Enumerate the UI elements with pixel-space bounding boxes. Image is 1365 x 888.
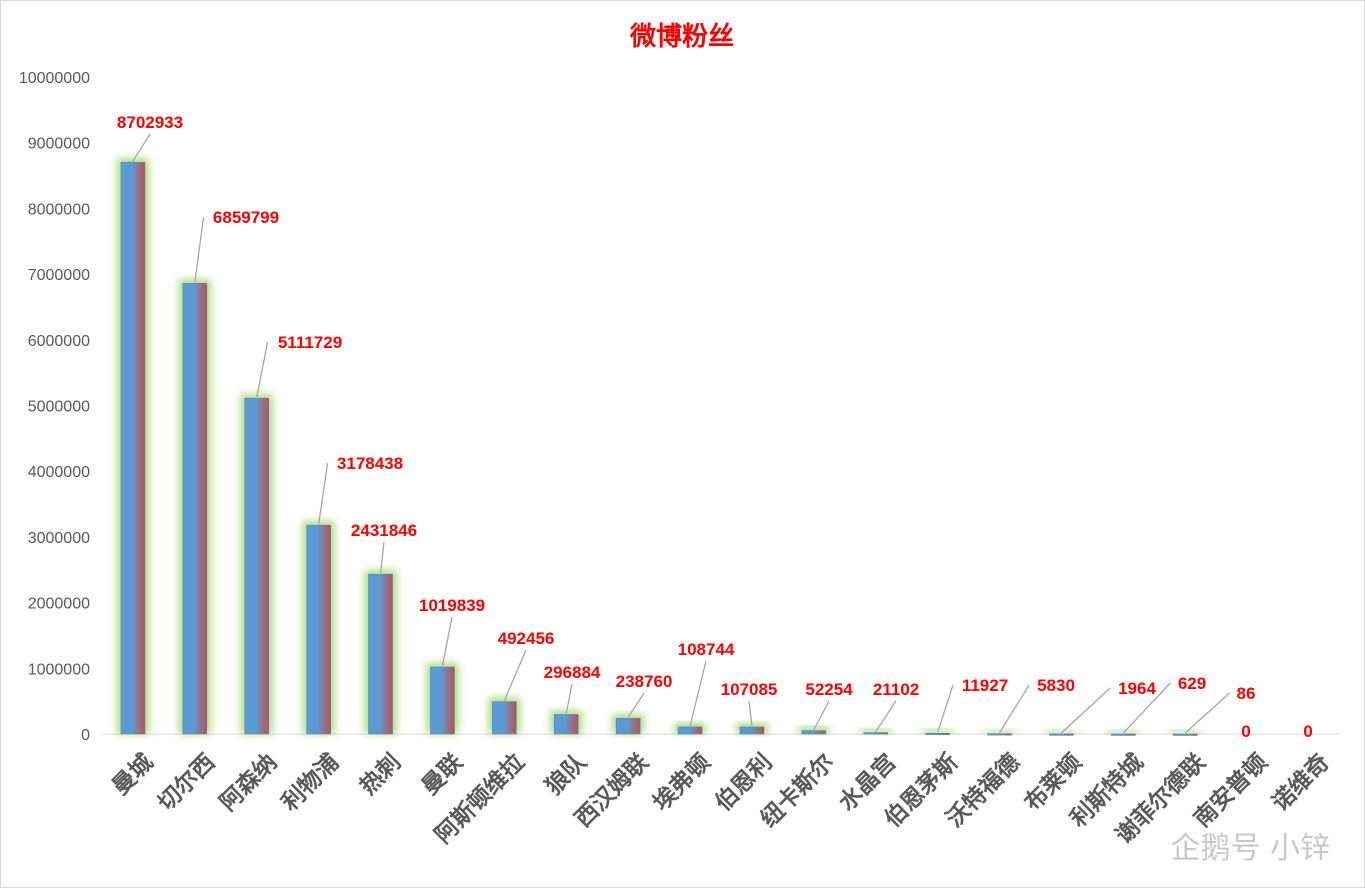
bar-阿斯顿维拉 bbox=[492, 701, 517, 735]
bar-埃弗顿 bbox=[677, 726, 703, 735]
bar-沃特福德 bbox=[987, 733, 1012, 736]
bar-利斯特城 bbox=[1111, 733, 1136, 736]
leader-line bbox=[194, 216, 205, 283]
y-tick-label: 7000000 bbox=[28, 267, 90, 284]
leader-line bbox=[875, 700, 897, 732]
y-tick-label: 0 bbox=[81, 727, 90, 744]
data-label: 629 bbox=[1178, 674, 1206, 693]
bar-glow bbox=[797, 726, 830, 734]
data-label: 5830 bbox=[1037, 676, 1075, 695]
data-label: 6859799 bbox=[213, 208, 279, 227]
bar-水晶宫 bbox=[863, 732, 888, 735]
leader-line bbox=[379, 541, 385, 574]
bar-谢菲尔德联 bbox=[1173, 733, 1198, 736]
data-label: 1964 bbox=[1118, 679, 1156, 698]
data-label: 2431846 bbox=[351, 521, 417, 540]
y-tick-label: 3000000 bbox=[28, 530, 90, 547]
y-tick-label: 4000000 bbox=[28, 464, 90, 481]
leader-line bbox=[1122, 682, 1171, 734]
data-label: 0 bbox=[1303, 722, 1312, 741]
bar-曼联 bbox=[430, 666, 455, 735]
leader-line bbox=[503, 649, 527, 701]
data-label: 0 bbox=[1241, 722, 1250, 741]
data-label: 3178438 bbox=[337, 454, 403, 473]
leader-line bbox=[748, 700, 753, 727]
leader-line bbox=[689, 660, 707, 727]
leader-lines bbox=[132, 133, 1231, 734]
chart-title: 微博粉丝 bbox=[629, 21, 734, 52]
data-label: 107085 bbox=[721, 680, 778, 699]
y-tick-label: 6000000 bbox=[28, 333, 90, 350]
leader-line bbox=[998, 684, 1030, 733]
leader-line bbox=[813, 700, 830, 730]
y-tick-label: 9000000 bbox=[28, 136, 90, 153]
y-tick-label: 1000000 bbox=[28, 661, 90, 678]
data-label: 1019839 bbox=[419, 596, 485, 615]
y-axis: 0 1000000 2000000 3000000 4000000 5000000 6000… bbox=[19, 70, 90, 744]
data-label: 492456 bbox=[498, 629, 555, 648]
data-label: 8702933 bbox=[117, 113, 183, 132]
bar-glow bbox=[1045, 729, 1078, 734]
bar-阿森纳 bbox=[244, 397, 269, 735]
data-labels: 8702933 6859799 5111729 3178438 2431846 10198… bbox=[117, 113, 1313, 741]
bar-布莱顿 bbox=[1049, 733, 1074, 736]
bar-伯恩茅斯 bbox=[925, 732, 950, 735]
leader-line bbox=[627, 692, 645, 718]
bar-狼队 bbox=[554, 714, 579, 735]
leader-line bbox=[937, 684, 954, 733]
bars bbox=[116, 158, 1202, 736]
bar-伯恩利 bbox=[739, 726, 765, 735]
bar-切尔西 bbox=[182, 283, 208, 735]
leader-line bbox=[318, 462, 329, 525]
y-tick-label: 8000000 bbox=[28, 201, 90, 218]
y-tick-label: 5000000 bbox=[28, 399, 90, 416]
bar-西汉姆联 bbox=[615, 718, 641, 735]
bar-glow bbox=[1169, 729, 1202, 734]
watermark: 企鹅号 小锌 bbox=[1170, 831, 1330, 866]
leader-line bbox=[256, 341, 269, 398]
data-label: 86 bbox=[1237, 684, 1256, 703]
leader-line bbox=[441, 616, 453, 667]
data-label: 11927 bbox=[962, 676, 1008, 695]
bar-利物浦 bbox=[306, 524, 331, 735]
data-label: 5111729 bbox=[278, 333, 342, 352]
leader-line bbox=[1184, 692, 1231, 734]
data-label: 21102 bbox=[873, 680, 919, 699]
leader-line bbox=[1061, 687, 1111, 734]
bar-曼城 bbox=[120, 161, 146, 735]
bar-热刺 bbox=[368, 573, 393, 735]
leader-line bbox=[565, 683, 573, 714]
leader-line bbox=[132, 133, 151, 162]
y-tick-label: 10000000 bbox=[19, 70, 90, 87]
data-label: 52254 bbox=[805, 680, 853, 699]
data-label: 238760 bbox=[616, 672, 673, 691]
bar-纽卡斯尔 bbox=[801, 730, 827, 735]
data-label: 296884 bbox=[544, 663, 601, 682]
bar-glow bbox=[1107, 729, 1140, 734]
data-label: 108744 bbox=[678, 640, 735, 659]
y-tick-label: 2000000 bbox=[28, 596, 90, 613]
